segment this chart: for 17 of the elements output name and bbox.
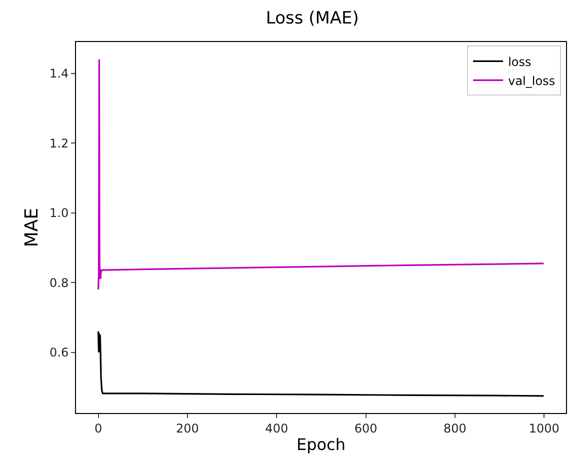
x-tick-label: 600 <box>354 421 378 436</box>
y-tick-label: 0.8 <box>50 276 69 290</box>
line-series <box>97 330 545 397</box>
x-axis-title: Epoch <box>296 435 346 454</box>
x-tick-label: 800 <box>444 421 466 436</box>
y-tick-label: 1.0 <box>50 206 69 220</box>
x-tick-label: 400 <box>265 421 288 436</box>
y-axis-title: MAE <box>22 208 43 248</box>
x-tick-label: 0 <box>94 421 102 436</box>
x-tick-label: 200 <box>176 421 199 436</box>
legend-label: val_loss <box>508 74 556 88</box>
legend-label: loss <box>508 54 532 69</box>
x-tick-label: 1000 <box>528 421 560 436</box>
y-tick-label: 1.2 <box>50 136 69 150</box>
y-tick-label: 0.6 <box>50 346 69 360</box>
y-tick-label: 1.4 <box>50 66 69 81</box>
chart-title: Loss (MAE) <box>266 8 359 28</box>
